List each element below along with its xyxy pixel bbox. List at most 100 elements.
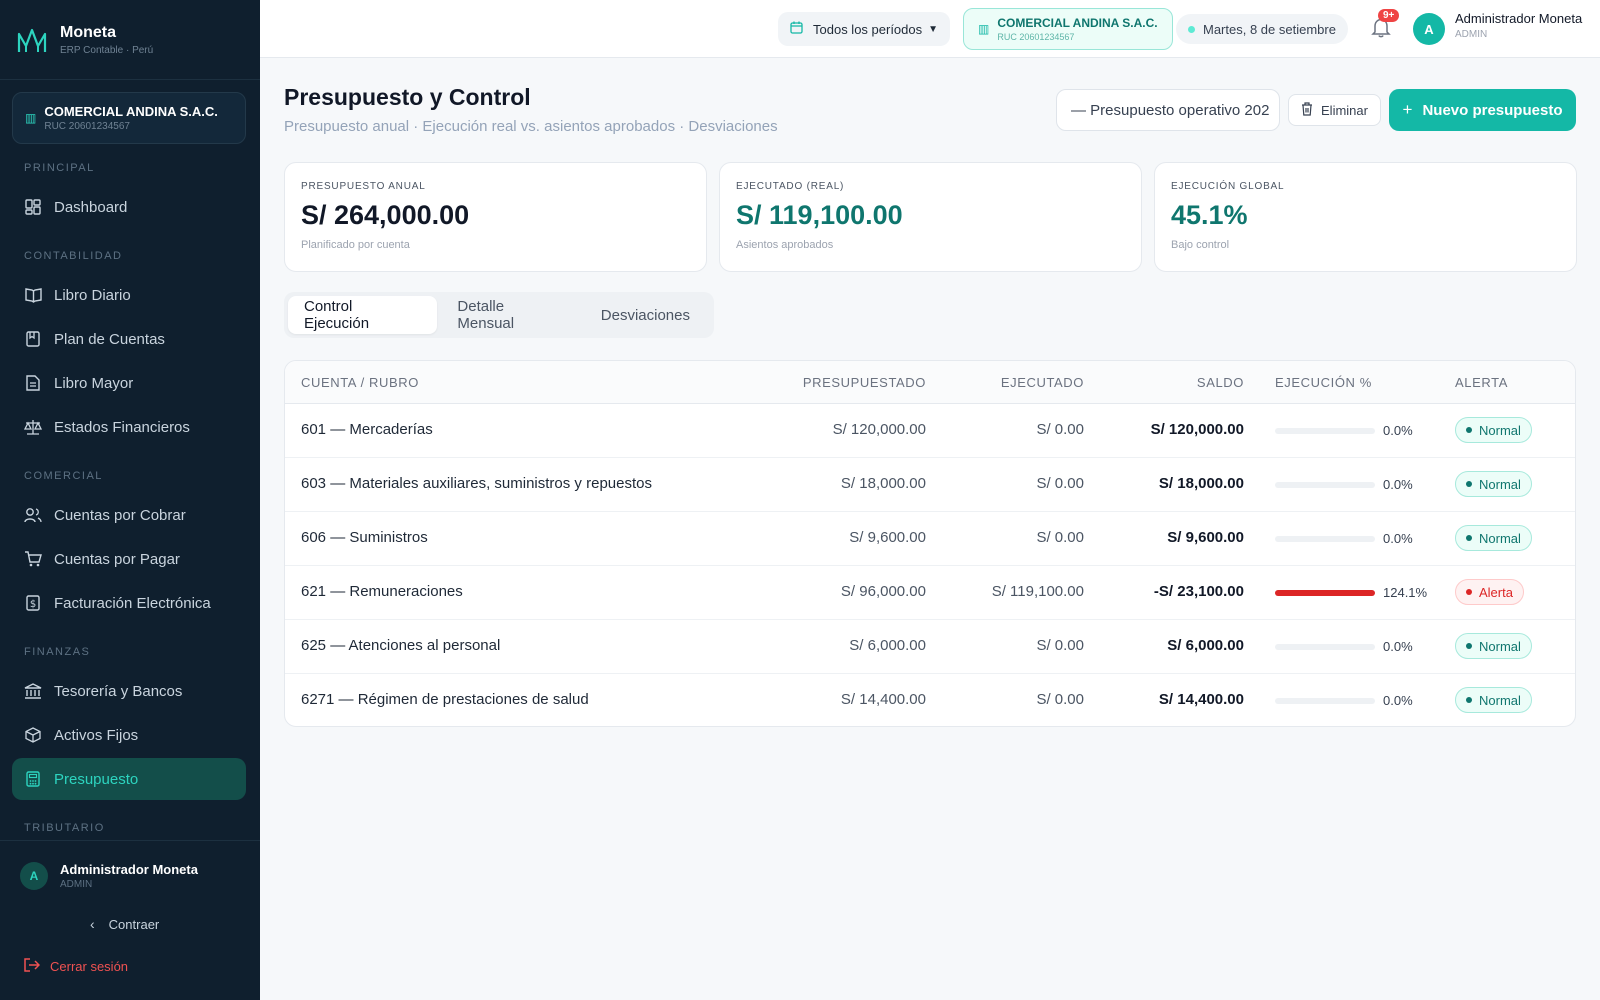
sidebar-item-plan-cuentas[interactable]: Plan de Cuentas: [12, 318, 246, 360]
table-row[interactable]: 603 — Materiales auxiliares, suministros…: [285, 458, 1575, 512]
logout-button[interactable]: Cerrar sesión: [24, 958, 128, 975]
sidebar-item-label: Presupuesto: [54, 770, 139, 788]
sidebar-item-label: Activos Fijos: [54, 726, 139, 744]
kpi-value: S/ 119,100.00: [736, 200, 903, 230]
sidebar-item-dashboard[interactable]: Dashboard: [12, 186, 246, 228]
cell-executed: S/ 0.00: [1036, 421, 1084, 438]
sidebar-user[interactable]: A Administrador Moneta ADMIN: [20, 862, 198, 890]
cell-budgeted: S/ 9,600.00: [849, 529, 926, 546]
sidebar-item-facturacion[interactable]: $ Facturación Electrónica: [12, 582, 246, 624]
sidebar-item-label: Cuentas por Pagar: [54, 550, 180, 568]
execution-progress-bar: [1275, 644, 1375, 650]
budget-table: CUENTA / RUBRO PRESUPUESTADO EJECUTADO S…: [284, 360, 1576, 727]
sidebar-item-cuentas-pagar[interactable]: Cuentas por Pagar: [12, 538, 246, 580]
sidebar-item-libro-diario[interactable]: Libro Diario: [12, 274, 246, 316]
cell-budgeted: S/ 6,000.00: [849, 637, 926, 654]
period-selector[interactable]: Todos los períodos ▼: [778, 12, 951, 46]
column-header-balance[interactable]: SALDO: [1196, 375, 1244, 390]
kpi-card-execution: EJECUCIÓN GLOBAL 45.1% Bajo control: [1154, 162, 1577, 272]
cell-executed: S/ 0.00: [1036, 691, 1084, 708]
sidebar: Moneta ERP Contable · Perú ▥ COMERCIAL A…: [0, 0, 260, 1000]
cell-execution-pct: 0.0%: [1383, 477, 1413, 492]
table-row[interactable]: 6271 — Régimen de prestaciones de salud S…: [285, 674, 1575, 726]
execution-progress-bar: [1275, 590, 1375, 596]
sidebar-item-presupuesto[interactable]: Presupuesto: [12, 758, 246, 800]
bank-icon: [24, 682, 42, 700]
sidebar-item-label: Estados Financieros: [54, 418, 190, 436]
cell-budgeted: S/ 14,400.00: [840, 691, 926, 708]
active-company[interactable]: ▥ COMERCIAL ANDINA S.A.C. RUC 2060123456…: [963, 8, 1173, 50]
sidebar-item-activos-fijos[interactable]: Activos Fijos: [12, 714, 246, 756]
calculator-icon: [24, 770, 42, 788]
user-name: Administrador Moneta: [1455, 11, 1583, 26]
cell-balance: S/ 9,600.00: [1167, 529, 1244, 546]
status-label: Alerta: [1479, 584, 1513, 600]
new-budget-label: Nuevo presupuesto: [1422, 101, 1563, 119]
table-row[interactable]: 625 — Atenciones al personal S/ 6,000.00 S…: [285, 620, 1575, 674]
table-row[interactable]: 606 — Suministros S/ 9,600.00 S/ 0.00 S/ 9,…: [285, 512, 1575, 566]
table-row[interactable]: 621 — Remuneraciones S/ 96,000.00 S/ 119,1…: [285, 566, 1575, 620]
sidebar-item-tesoreria[interactable]: Tesorería y Bancos: [12, 670, 246, 712]
brand: Moneta ERP Contable · Perú: [0, 0, 260, 80]
status-dot: [1188, 25, 1195, 33]
company-switcher[interactable]: ▥ COMERCIAL ANDINA S.A.C. RUC 2060123456…: [12, 92, 246, 144]
kpi-label: PRESUPUESTO ANUAL: [301, 181, 426, 192]
cell-account: 621 — Remuneraciones: [301, 583, 463, 600]
logout-icon: [24, 958, 41, 975]
cart-icon: [24, 550, 42, 568]
cell-account: 603 — Materiales auxiliares, suministros…: [301, 475, 652, 492]
cell-balance: S/ 120,000.00: [1150, 421, 1244, 438]
tab-control-ejecucion[interactable]: Control Ejecución: [288, 296, 438, 334]
calendar-icon: [790, 21, 803, 37]
brand-tagline: ERP Contable · Perú: [60, 44, 154, 56]
sidebar-item-label: Libro Diario: [54, 286, 131, 304]
kpi-label: EJECUCIÓN GLOBAL: [1171, 181, 1285, 192]
table-row[interactable]: 601 — Mercaderías S/ 120,000.00 S/ 0.00 S/ …: [285, 404, 1575, 458]
sidebar-item-cuentas-cobrar[interactable]: Cuentas por Cobrar: [12, 494, 246, 536]
sidebar-item-estados-financieros[interactable]: Estados Financieros: [12, 406, 246, 448]
cell-balance: S/ 14,400.00: [1158, 691, 1244, 708]
delete-label: Eliminar: [1321, 102, 1368, 118]
tab-detalle-mensual[interactable]: Detalle Mensual: [457, 298, 515, 332]
new-budget-button[interactable]: + Nuevo presupuesto: [1389, 89, 1576, 131]
sidebar-item-libro-mayor[interactable]: Libro Mayor: [12, 362, 246, 404]
trash-icon: [1301, 101, 1313, 119]
section-label-tributario: TRIBUTARIO: [24, 822, 105, 834]
kpi-hint: Bajo control: [1171, 239, 1230, 251]
page-subtitle: Presupuesto anual · Ejecución real vs. a…: [284, 118, 778, 135]
status-dot: [1466, 535, 1472, 541]
top-user-info[interactable]: Administrador Moneta ADMIN: [1455, 11, 1582, 40]
sidebar-divider: [0, 840, 260, 841]
budget-selector[interactable]: — Presupuesto operativo 202: [1056, 89, 1280, 131]
column-header-budgeted[interactable]: PRESUPUESTADO: [802, 375, 926, 390]
progress-fill: [1275, 590, 1375, 596]
status-badge: Alerta: [1455, 579, 1524, 605]
status-label: Normal: [1479, 638, 1521, 654]
book-open-icon: [24, 286, 42, 304]
table-body: 601 — Mercaderías S/ 120,000.00 S/ 0.00 S/ …: [285, 404, 1575, 726]
column-header-alert[interactable]: ALERTA: [1455, 375, 1508, 390]
avatar: A: [20, 862, 48, 890]
kpi-hint: Asientos aprobados: [736, 239, 834, 251]
column-header-account[interactable]: CUENTA / RUBRO: [301, 375, 419, 390]
cell-balance: S/ 18,000.00: [1158, 475, 1244, 492]
cell-execution-pct: 0.0%: [1383, 531, 1413, 546]
column-header-executed[interactable]: EJECUTADO: [1000, 375, 1084, 390]
cell-account: 6271 — Régimen de prestaciones de salud: [301, 691, 589, 708]
status-label: Normal: [1479, 476, 1521, 492]
plus-icon: +: [1402, 100, 1413, 119]
moneta-logo-icon: [17, 28, 47, 52]
column-header-execution[interactable]: EJECUCIÓN %: [1275, 375, 1372, 390]
execution-progress-bar: [1275, 698, 1375, 704]
status-dot: [1466, 589, 1472, 595]
kpi-card-budget: PRESUPUESTO ANUAL S/ 264,000.00 Planific…: [284, 162, 707, 272]
collapse-button[interactable]: ‹ Contraer: [90, 916, 159, 932]
logout-label: Cerrar sesión: [50, 959, 129, 974]
tab-desviaciones[interactable]: Desviaciones: [600, 306, 690, 324]
delete-button[interactable]: Eliminar: [1288, 94, 1381, 126]
kpi-value: S/ 264,000.00: [301, 200, 470, 230]
avatar[interactable]: A: [1413, 13, 1445, 45]
company-ruc: RUC 20601234567: [44, 121, 130, 132]
status-badge: Normal: [1455, 633, 1532, 659]
kpi-hint: Planificado por cuenta: [301, 239, 410, 251]
